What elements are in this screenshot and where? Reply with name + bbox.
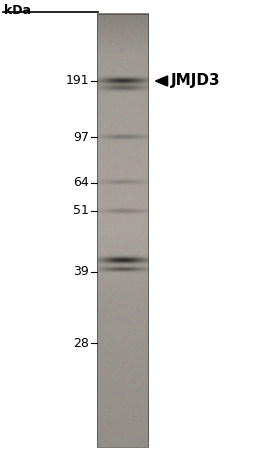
Text: 64: 64 <box>73 177 89 189</box>
Text: 39: 39 <box>73 265 89 278</box>
Bar <box>97 14 148 447</box>
Polygon shape <box>156 76 168 86</box>
Text: kDa: kDa <box>4 4 31 17</box>
Text: 51: 51 <box>73 205 89 218</box>
Text: 97: 97 <box>73 131 89 144</box>
Text: JMJD3: JMJD3 <box>170 73 220 89</box>
Text: 28: 28 <box>73 337 89 349</box>
Text: 191: 191 <box>66 75 89 88</box>
